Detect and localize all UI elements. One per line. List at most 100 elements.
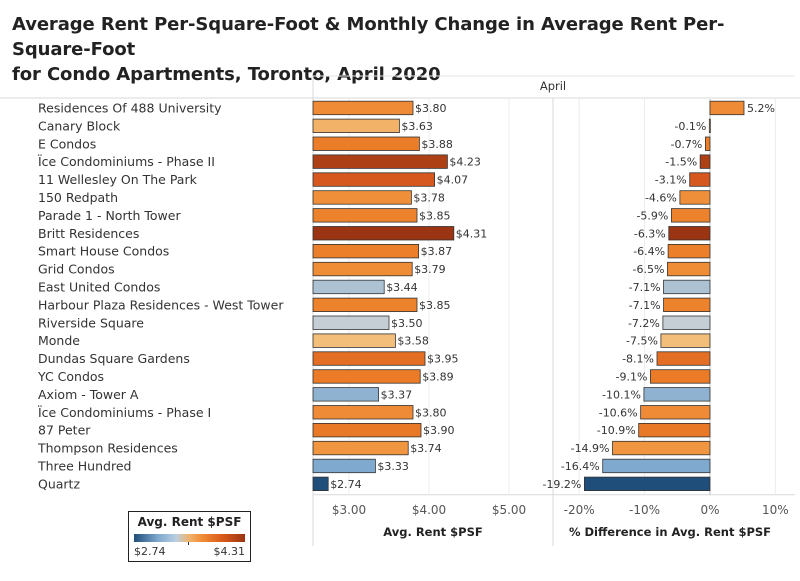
pct-change-bar: [668, 226, 711, 241]
pct-change-bar: [638, 422, 711, 438]
left-axis-ticks: $3.00 $4.00 $5.00: [332, 503, 526, 517]
pct-change-bar: [583, 476, 711, 492]
pct-change-value-label: -4.6%: [645, 191, 677, 204]
pct-change-bar: [656, 351, 711, 366]
left-axis-title: Avg. Rent $PSF: [383, 525, 483, 539]
category-label: Smart House Condos: [38, 244, 169, 259]
avg-rent-bar: [312, 297, 418, 313]
avg-rent-value-label: $3.85: [419, 209, 451, 222]
pct-change-value-label: -1.5%: [665, 156, 697, 169]
pct-change-value-label: -8.1%: [622, 353, 654, 366]
left-tick-label: $3.00: [332, 503, 366, 517]
avg-rent-value-label: $3.80: [415, 406, 447, 419]
pct-change-bar: [704, 136, 711, 151]
avg-rent-value-label: $3.90: [423, 424, 455, 437]
title-line-2: for Condo Apartments, Toronto, April 202…: [12, 64, 441, 85]
pct-change-value-label: -10.6%: [599, 406, 638, 419]
avg-rent-bar: [312, 351, 426, 366]
category-label: Harbour Plaza Residences - West Tower: [38, 297, 284, 312]
title-line-1: Average Rent Per-Square-Foot & Monthly C…: [12, 14, 725, 60]
category-label: Britt Residences: [38, 226, 139, 241]
right-tick-label: 10%: [762, 503, 789, 517]
avg-rent-bar: [312, 136, 420, 151]
avg-rent-bar: [312, 226, 455, 241]
avg-rent-bar: [312, 315, 390, 330]
pct-change-bar: [662, 315, 711, 330]
right-axis-ticks: -20% -10% 0% 10%: [564, 503, 789, 517]
legend-max-label: $4.31: [213, 545, 246, 558]
category-label: Axiom - Tower A: [38, 387, 139, 402]
pct-change-bar: [612, 440, 711, 456]
pct-change-value-label: -7.5%: [626, 335, 658, 348]
avg-rent-value-label: $3.74: [410, 442, 442, 455]
right-tick-label: -10%: [629, 503, 660, 517]
category-label: Grid Condos: [38, 262, 115, 277]
category-label: 11 Wellesley On The Park: [38, 172, 198, 187]
pct-change-value-label: -0.7%: [670, 138, 702, 151]
month-header: April: [540, 79, 566, 93]
category-label: Ïce Condominiums - Phase II: [38, 154, 215, 169]
category-label: Canary Block: [38, 118, 121, 133]
pct-change-value-label: -3.1%: [655, 174, 687, 187]
pct-change-bar: [663, 279, 711, 295]
pct-change-value-label: -14.9%: [571, 442, 610, 455]
avg-rent-bar: [312, 440, 409, 456]
pct-change-value-label: -9.1%: [616, 370, 648, 383]
category-label: Ïce Condominiums - Phase I: [38, 405, 211, 420]
avg-rent-bar: [312, 458, 376, 474]
pct-change-bar: [643, 387, 711, 402]
color-legend: Avg. Rent $PSF $2.74 $4.31: [128, 511, 251, 562]
legend-title: Avg. Rent $PSF: [137, 515, 242, 529]
avg-rent-bar: [312, 100, 414, 116]
left-tick-label: $4.00: [412, 503, 446, 517]
avg-rent-value-label: $3.37: [381, 388, 413, 401]
avg-rent-bar: [312, 118, 400, 133]
avg-rent-value-label: $3.80: [415, 102, 447, 115]
pct-change-value-label: -6.4%: [633, 245, 665, 258]
category-label: Thompson Residences: [37, 441, 178, 456]
pct-change-bar: [650, 369, 711, 384]
avg-rent-value-label: $2.74: [330, 478, 362, 491]
category-label: Three Hundred: [37, 458, 131, 473]
pct-change-bar: [709, 100, 745, 116]
category-label: YC Condos: [37, 369, 104, 384]
category-label: Dundas Square Gardens: [38, 351, 190, 366]
avg-rent-value-label: $4.31: [456, 227, 488, 240]
avg-rent-bar: [312, 261, 413, 277]
category-label: 87 Peter: [38, 423, 91, 438]
pct-change-value-label: -7.1%: [629, 281, 661, 294]
pct-change-value-label: -5.9%: [636, 209, 668, 222]
category-label: East United Condos: [38, 279, 160, 294]
avg-rent-bar: [312, 369, 421, 384]
pct-change-value-label: -0.1%: [674, 120, 706, 133]
pct-change-value-label: -6.5%: [633, 263, 665, 276]
avg-rent-bar: [312, 405, 414, 420]
chart-title: Average Rent Per-Square-Foot & Monthly C…: [12, 12, 792, 87]
pct-change-bars: 5.2% -0.1% -0.7% -1.5% -3.1% -4.6% -5.9% -6.3% -…: [542, 100, 775, 492]
legend-min-label: $2.74: [134, 545, 166, 558]
pct-change-value-label: -10.9%: [597, 424, 636, 437]
pct-change-bar: [660, 333, 711, 348]
avg-rent-value-label: $3.33: [377, 460, 409, 473]
pct-change-bar: [699, 154, 711, 169]
legend-mid-tick: [188, 542, 189, 545]
avg-rent-value-label: $3.88: [421, 138, 453, 151]
avg-rent-value-label: $3.85: [419, 299, 451, 312]
avg-rent-bar: [312, 243, 419, 259]
avg-rent-value-label: $3.63: [401, 120, 433, 133]
right-tick-label: 0%: [700, 503, 719, 517]
pct-change-bar: [670, 208, 711, 223]
avg-rent-value-label: $3.95: [427, 353, 459, 366]
avg-rent-bar: [312, 172, 435, 187]
pct-change-value-label: 5.2%: [747, 102, 775, 115]
avg-rent-value-label: $3.44: [386, 281, 418, 294]
right-tick-label: -20%: [564, 503, 595, 517]
pct-change-bar: [663, 297, 711, 313]
pct-change-value-label: -16.4%: [561, 460, 600, 473]
category-label: Riverside Square: [38, 315, 144, 330]
avg-rent-value-label: $3.50: [391, 317, 423, 330]
pct-change-bar: [602, 458, 711, 474]
pct-change-bar: [708, 118, 711, 133]
avg-rent-bar: [312, 208, 418, 223]
